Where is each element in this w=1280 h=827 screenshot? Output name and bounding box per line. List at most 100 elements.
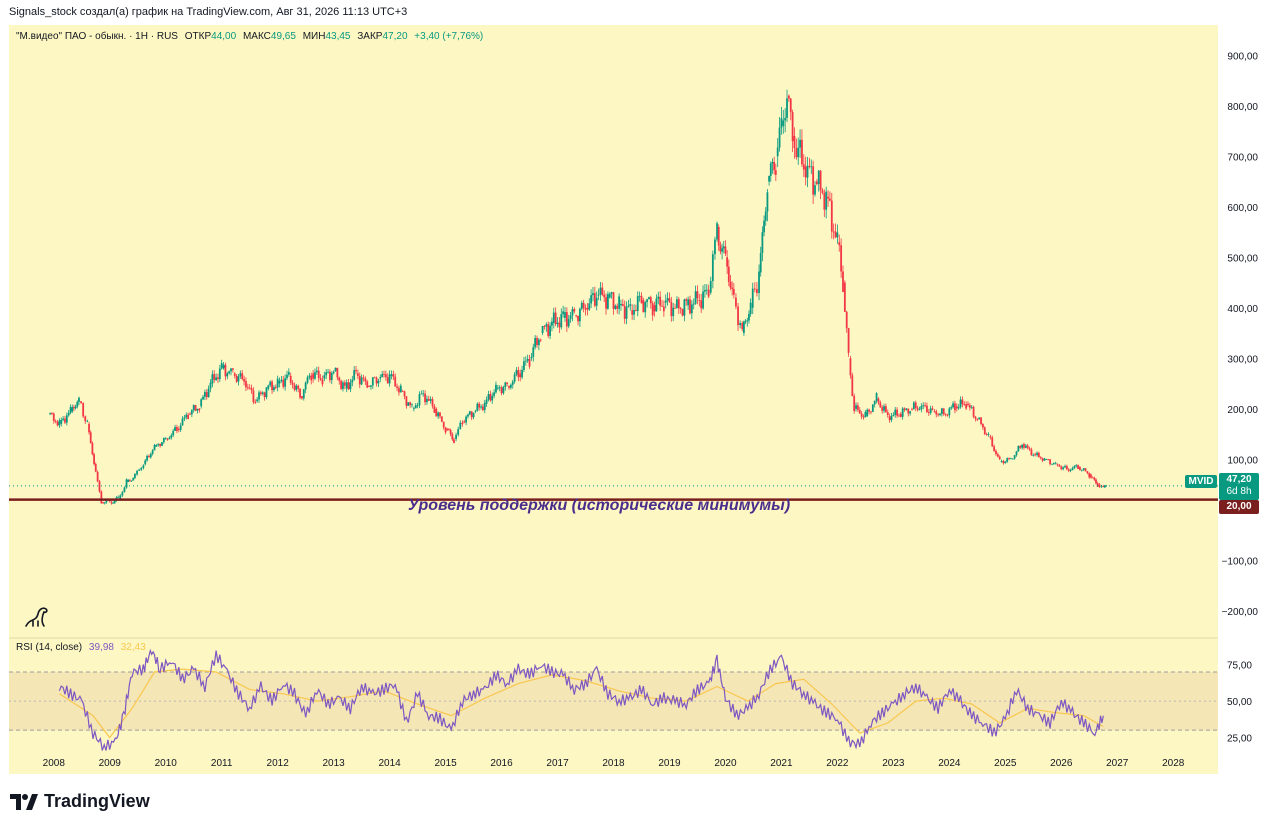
candle-body (746, 320, 749, 322)
candle-body (179, 425, 182, 430)
candle-body (648, 297, 650, 300)
price-axis[interactable] (1218, 25, 1280, 774)
year-tick-label: 2015 (434, 758, 457, 769)
close-label: ЗАКР (357, 31, 383, 42)
candle-body (103, 502, 106, 504)
candle-body (314, 372, 316, 379)
candle-body (593, 293, 596, 306)
candle-body (888, 416, 891, 421)
chart-panel[interactable] (9, 25, 1218, 774)
candle-body (983, 427, 986, 435)
candle-body (1006, 458, 1009, 462)
candle-body (140, 468, 143, 470)
candle-body (735, 297, 737, 307)
candle-body (560, 314, 563, 328)
year-tick-label: 2012 (267, 758, 290, 769)
candle-body (851, 375, 854, 397)
candle-body (575, 315, 578, 317)
candle-body (295, 385, 298, 390)
candle-body (776, 147, 779, 157)
candle-body (138, 469, 141, 471)
candle-body (868, 409, 871, 412)
candle-body (366, 381, 369, 388)
candle-body (293, 384, 296, 390)
candle-body (437, 412, 440, 417)
candle-body (496, 387, 499, 389)
candle-body (485, 399, 488, 404)
candle-body (584, 308, 587, 310)
candle-body (1093, 477, 1096, 480)
candle-body (1054, 462, 1057, 464)
rsi-legend: RSI (14, close) 39,98 32,43 (16, 642, 146, 653)
candle-body (429, 399, 432, 401)
candle-body (442, 421, 445, 428)
candle-body (562, 311, 565, 315)
candle-body (1047, 459, 1050, 460)
candle-body (827, 196, 829, 199)
candle-body (791, 112, 794, 142)
candle-body (821, 190, 824, 194)
candle-body (123, 487, 126, 493)
candle-body (797, 147, 800, 158)
bar-countdown: 6d 8h (1226, 486, 1252, 497)
candle-body (569, 315, 572, 320)
tradingview-logo-icon (10, 793, 38, 810)
candle-body (662, 306, 665, 312)
candle-body (526, 358, 529, 361)
brand-name: TradingView (44, 791, 150, 811)
candle-body (282, 379, 285, 387)
candle-body (1036, 452, 1038, 456)
candle-body (491, 395, 494, 401)
candle-body (435, 408, 438, 417)
candle-body (649, 297, 652, 304)
year-tick-label: 2013 (323, 758, 346, 769)
candle-body (388, 374, 391, 384)
price-tick-label: 800,00 (1227, 102, 1258, 113)
candle-body (185, 414, 188, 418)
candle-body (228, 371, 231, 374)
candle-body (1017, 446, 1020, 452)
candle-body (862, 416, 865, 418)
candle-body (62, 418, 65, 420)
tradingview-logo[interactable]: TradingView (10, 791, 150, 812)
candle-body (1052, 463, 1055, 464)
candle-body (168, 437, 171, 440)
candle-body (207, 388, 210, 398)
candle-body (721, 248, 723, 252)
candle-body (829, 198, 831, 201)
candle-body (672, 307, 675, 317)
candle-body (254, 402, 257, 403)
candle-body (1084, 468, 1087, 472)
candle-body (273, 387, 275, 391)
candle-body (905, 408, 908, 410)
candle-body (551, 321, 553, 326)
candle-body (642, 300, 645, 313)
candle-body (511, 381, 514, 385)
candle-body (222, 364, 225, 369)
candle-body (276, 378, 279, 388)
price-tick-label: 100,00 (1227, 455, 1258, 466)
candle-body (480, 406, 482, 408)
candle-body (565, 312, 568, 327)
candle-body (509, 384, 512, 388)
candle-body (315, 370, 318, 373)
candle-body (233, 373, 236, 376)
candle-body (989, 436, 992, 438)
candle-body (741, 323, 744, 330)
candle-body (286, 374, 288, 379)
candle-body (539, 339, 542, 341)
candle-body (847, 328, 850, 353)
candle-body (356, 373, 359, 376)
candle-body (1045, 459, 1048, 460)
rsi-line (58, 648, 1104, 751)
candle-body (256, 399, 259, 402)
candle-body (336, 367, 339, 378)
high-value: 49,65 (270, 31, 296, 42)
candle-body (519, 373, 522, 378)
candle-body (250, 388, 253, 391)
candle-body (968, 405, 971, 408)
candle-body (284, 378, 287, 387)
candle-body (467, 414, 469, 417)
price-tick-label: 300,00 (1227, 354, 1258, 365)
candle-body (719, 245, 722, 252)
